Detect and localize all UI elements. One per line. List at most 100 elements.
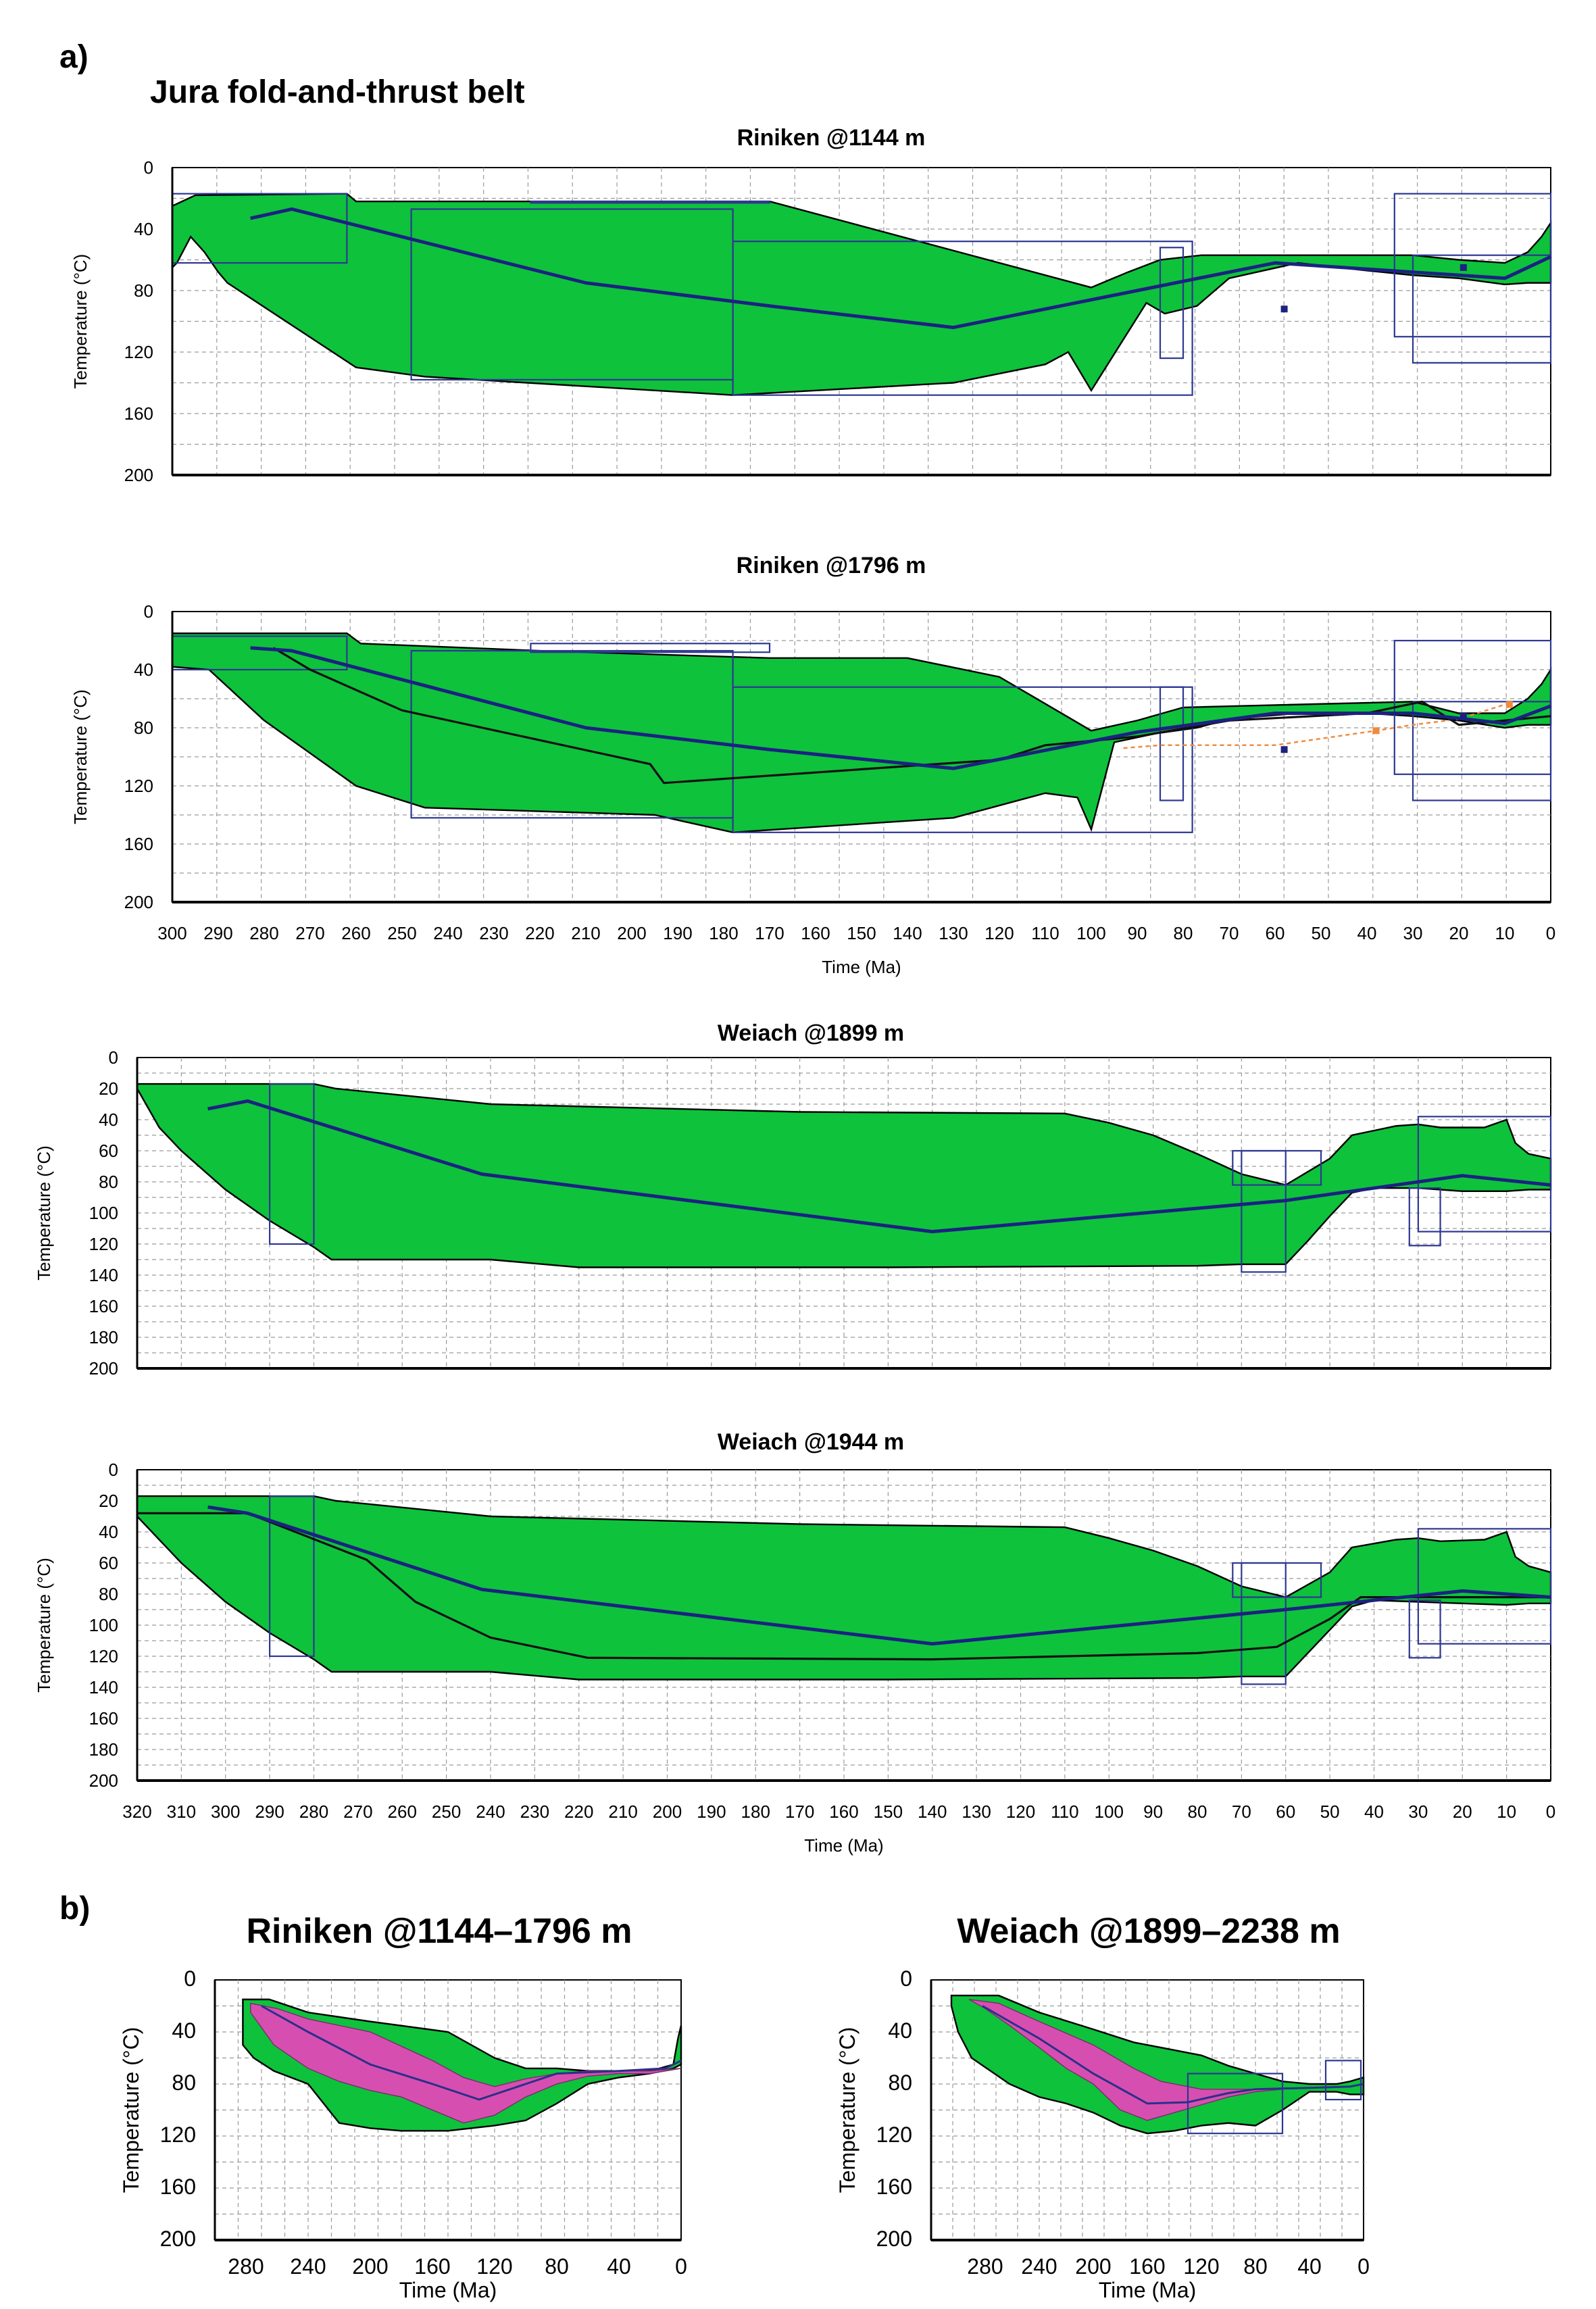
x-tick-label: 0	[1546, 923, 1555, 943]
x-tick-label: 260	[341, 923, 370, 943]
x-tick-label: 70	[1220, 923, 1239, 943]
x-tick-label: 20	[1449, 923, 1469, 943]
x-tick-label: 40	[1364, 1802, 1384, 1822]
x-tick-label: 120	[476, 2254, 512, 2279]
y-tick-label: 140	[89, 1265, 118, 1285]
y-axis-title: Temperature (°C)	[34, 1145, 54, 1281]
x-tick-label: 60	[1276, 1802, 1295, 1822]
y-tick-label: 100	[89, 1615, 118, 1635]
y-tick-label: 160	[876, 2175, 912, 2199]
constraint-box	[530, 643, 771, 653]
chart-title: Weiach @1899 m	[718, 1020, 904, 1046]
constraint-box	[1417, 1116, 1552, 1233]
x-tick-label: 240	[433, 923, 462, 943]
grid-lines	[172, 168, 1551, 475]
x-tick-label: 210	[608, 1802, 637, 1822]
good-fit-envelope	[171, 193, 1552, 396]
y-tick-label: 80	[99, 1172, 118, 1192]
x-tick-label: 300	[157, 923, 186, 943]
y-tick-label: 120	[89, 1234, 118, 1254]
alternative-path-line	[137, 1512, 1551, 1661]
panel-a-label: a)	[59, 39, 89, 75]
x-tick-label: 190	[663, 923, 692, 943]
y-tick-label: 0	[109, 1460, 118, 1480]
y-tick-label: 0	[900, 1966, 912, 1991]
chart-title: Riniken @1144–1796 m	[246, 1912, 632, 1951]
x-tick-label: 130	[939, 923, 968, 943]
x-tick-label: 0	[1357, 2254, 1370, 2279]
constraint-box	[732, 686, 1193, 833]
data-point-marker	[1460, 264, 1467, 271]
panel-b-label: b)	[59, 1891, 90, 1927]
x-tick-label: 220	[525, 923, 554, 943]
chart-riniken-1144: 0 40 80 120 160 200 Temperature (°C) Riniken @1…	[70, 125, 1552, 485]
x-axis-title: Time (Ma)	[399, 2278, 497, 2302]
x-tick-label: 280	[228, 2254, 264, 2279]
best-fit-path-line	[250, 646, 1551, 770]
x-tick-label: 100	[1095, 1802, 1124, 1822]
x-tick-label: 160	[414, 2254, 450, 2279]
x-tick-label: 240	[290, 2254, 326, 2279]
y-tick-label: 40	[99, 1110, 118, 1130]
y-tick-label: 160	[124, 834, 153, 854]
y-tick-label: 160	[160, 2175, 196, 2199]
x-axis-title: Time (Ma)	[1099, 2278, 1197, 2302]
x-tick-label: 160	[1129, 2254, 1165, 2279]
x-tick-label: 110	[1051, 1802, 1078, 1822]
x-tick-label: 140	[918, 1802, 947, 1822]
good-fit-envelope	[171, 632, 1552, 834]
x-tick-label: 50	[1320, 1802, 1340, 1822]
chart-weiach-composite: 0 40 80 120 160 200 280 240 200 160 120 80 40 0 Temper…	[835, 1912, 1370, 2302]
x-tick-label: 20	[1453, 1802, 1472, 1822]
data-point-marker	[1460, 712, 1467, 720]
y-tick-label: 160	[89, 1296, 118, 1316]
y-tick-label: 40	[172, 2018, 196, 2043]
y-tick-label: 200	[124, 892, 153, 912]
y-tick-label: 120	[876, 2122, 912, 2147]
x-axis-title: Time (Ma)	[804, 1835, 883, 1856]
x-tick-label: 230	[479, 923, 508, 943]
constraint-box	[269, 1495, 315, 1658]
x-tick-label: 60	[1266, 923, 1285, 943]
y-tick-label: 200	[124, 465, 153, 485]
x-tick-label: 270	[295, 923, 324, 943]
best-fit-path-line	[207, 1099, 1551, 1234]
y-tick-label: 20	[99, 1078, 118, 1099]
constraint-box	[1241, 1149, 1287, 1273]
x-tick-label: 310	[167, 1802, 196, 1822]
y-tick-label: 20	[99, 1491, 118, 1511]
y-tick-label: 80	[888, 2070, 912, 2095]
x-tick-label: 300	[211, 1802, 240, 1822]
y-tick-label: 40	[99, 1522, 118, 1542]
constraint-box	[1241, 1562, 1287, 1685]
y-axis-title: Temperature (°C)	[119, 2027, 143, 2193]
x-tick-label: 120	[1183, 2254, 1219, 2279]
x-tick-label: 280	[967, 2254, 1003, 2279]
x-tick-label: 180	[709, 923, 738, 943]
constraint-box	[732, 241, 1193, 396]
x-tick-label: 80	[1243, 2254, 1268, 2279]
y-tick-label: 100	[89, 1203, 118, 1223]
constraint-box	[1324, 2060, 1362, 2101]
constraint-box	[1412, 254, 1552, 364]
y-tick-label: 200	[160, 2227, 196, 2251]
x-tick-label: 180	[741, 1802, 770, 1822]
y-tick-label: 140	[89, 1677, 118, 1697]
x-tick-label: 80	[1188, 1802, 1207, 1822]
y-tick-label: 180	[89, 1739, 118, 1760]
x-tick-label: 120	[984, 923, 1014, 943]
chart-title: Riniken @1144 m	[737, 125, 926, 151]
x-tick-label: 40	[1297, 2254, 1322, 2279]
y-tick-label: 40	[888, 2018, 912, 2043]
x-tick-label: 70	[1232, 1802, 1251, 1822]
x-tick-label: 170	[785, 1802, 814, 1822]
x-tick-label: 150	[847, 923, 876, 943]
y-tick-label: 200	[89, 1770, 118, 1791]
acceptable-fit-envelope	[250, 2002, 682, 2124]
x-axis-title: Time (Ma)	[822, 957, 901, 977]
x-tick-label: 250	[387, 923, 416, 943]
y-tick-label: 80	[134, 280, 153, 301]
y-axis-title: Temperature (°C)	[70, 689, 91, 824]
